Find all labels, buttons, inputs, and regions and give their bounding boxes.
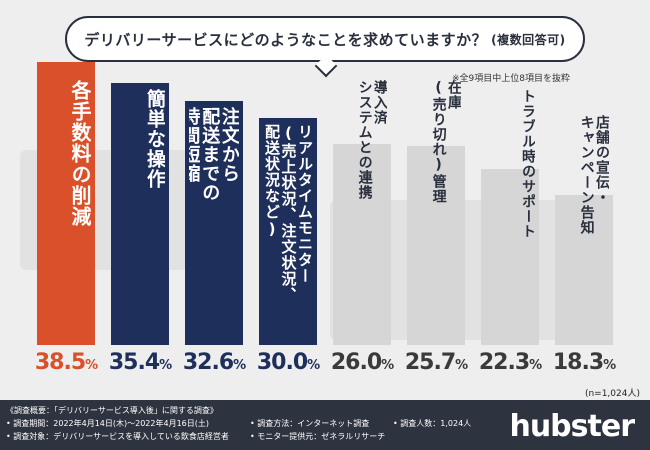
bar-label-6: 在庫 (売り切れ)管理	[430, 80, 461, 204]
value-unit: %	[233, 358, 246, 373]
chart-title: デリバリーサービスにどのようなことを求めていますか？ (複数回答可)	[65, 16, 585, 62]
survey-period: • 調査期間：2022年4月14日(木)〜2022年4月16日(土)	[6, 419, 210, 428]
value-unit: %	[603, 358, 616, 373]
bar-2	[111, 82, 169, 345]
hubster-logo: hubster	[509, 409, 635, 444]
value-number: 18.3	[552, 350, 604, 375]
value-label-6: 25.7%	[400, 350, 472, 375]
footer: 《調査概要：「デリバリーサービス導入後」に関する調査》 • 調査期間：2022年…	[0, 400, 650, 450]
value-unit: %	[529, 358, 542, 373]
question-main: デリバリーサービスにどのようなことを求めていますか？	[84, 30, 488, 49]
bar-8	[555, 194, 613, 345]
value-number: 32.6	[182, 350, 234, 375]
survey-method: • 調査方法：インターネット調査	[250, 419, 370, 428]
value-label-5: 26.0%	[326, 350, 398, 375]
bar-label-4: リアルタイムモニター (売上状況、注文状況、 配送状況など)	[263, 124, 313, 304]
value-label-1: 38.5%	[30, 350, 102, 375]
bar-6	[407, 146, 465, 345]
bar-label-1: 各手数料の削減	[68, 80, 91, 227]
bar-7	[481, 168, 539, 345]
sample-size-note: (n=1,024人)	[584, 389, 640, 399]
value-unit: %	[159, 358, 172, 373]
bar-label-7: トラブル時のサポート	[520, 88, 535, 239]
bar-label-5: 導入済 システムとの連携	[356, 80, 387, 200]
bar-label-2: 簡単な操作	[144, 88, 165, 189]
survey-overview: 《調査概要：「デリバリーサービス導入後」に関する調査》	[6, 406, 218, 415]
bar-4	[259, 118, 317, 345]
value-number: 22.3	[478, 350, 530, 375]
chart-panel: デリバリーサービスにどのようなことを求めていますか？ (複数回答可) ※全9項目…	[0, 0, 650, 400]
value-number: 26.0	[330, 350, 382, 375]
survey-target: • 調査対象：デリバリーサービスを導入している飲食店経営者	[6, 432, 229, 441]
value-number: 38.5	[34, 350, 86, 375]
question-sub: (複数回答可)	[491, 32, 566, 47]
value-unit: %	[307, 358, 320, 373]
value-unit: %	[455, 358, 468, 373]
survey-count: • 調査人数：1,024人	[393, 419, 472, 428]
value-label-2: 35.4%	[104, 350, 176, 375]
value-unit: %	[85, 358, 98, 373]
value-label-8: 18.3%	[548, 350, 620, 375]
value-number: 25.7	[404, 350, 456, 375]
value-number: 30.0	[256, 350, 308, 375]
value-unit: %	[381, 358, 394, 373]
note-top: ※全9項目中上位8項目を抜粋	[452, 74, 570, 84]
bar-3	[185, 101, 243, 345]
monitor-provider: • モニター提供元：ゼネラルリサーチ	[250, 432, 386, 441]
value-label-3: 32.6%	[178, 350, 250, 375]
value-label-4: 30.0%	[252, 350, 324, 375]
value-number: 35.4	[108, 350, 160, 375]
bar-label-3: 注文から 配送までの 時間短縮	[189, 107, 239, 203]
bar-5	[333, 144, 391, 345]
bar-label-8: 店舗の宣伝・ キャンペーン告知	[578, 114, 609, 235]
value-label-7: 22.3%	[474, 350, 546, 375]
bar-1	[37, 62, 95, 345]
